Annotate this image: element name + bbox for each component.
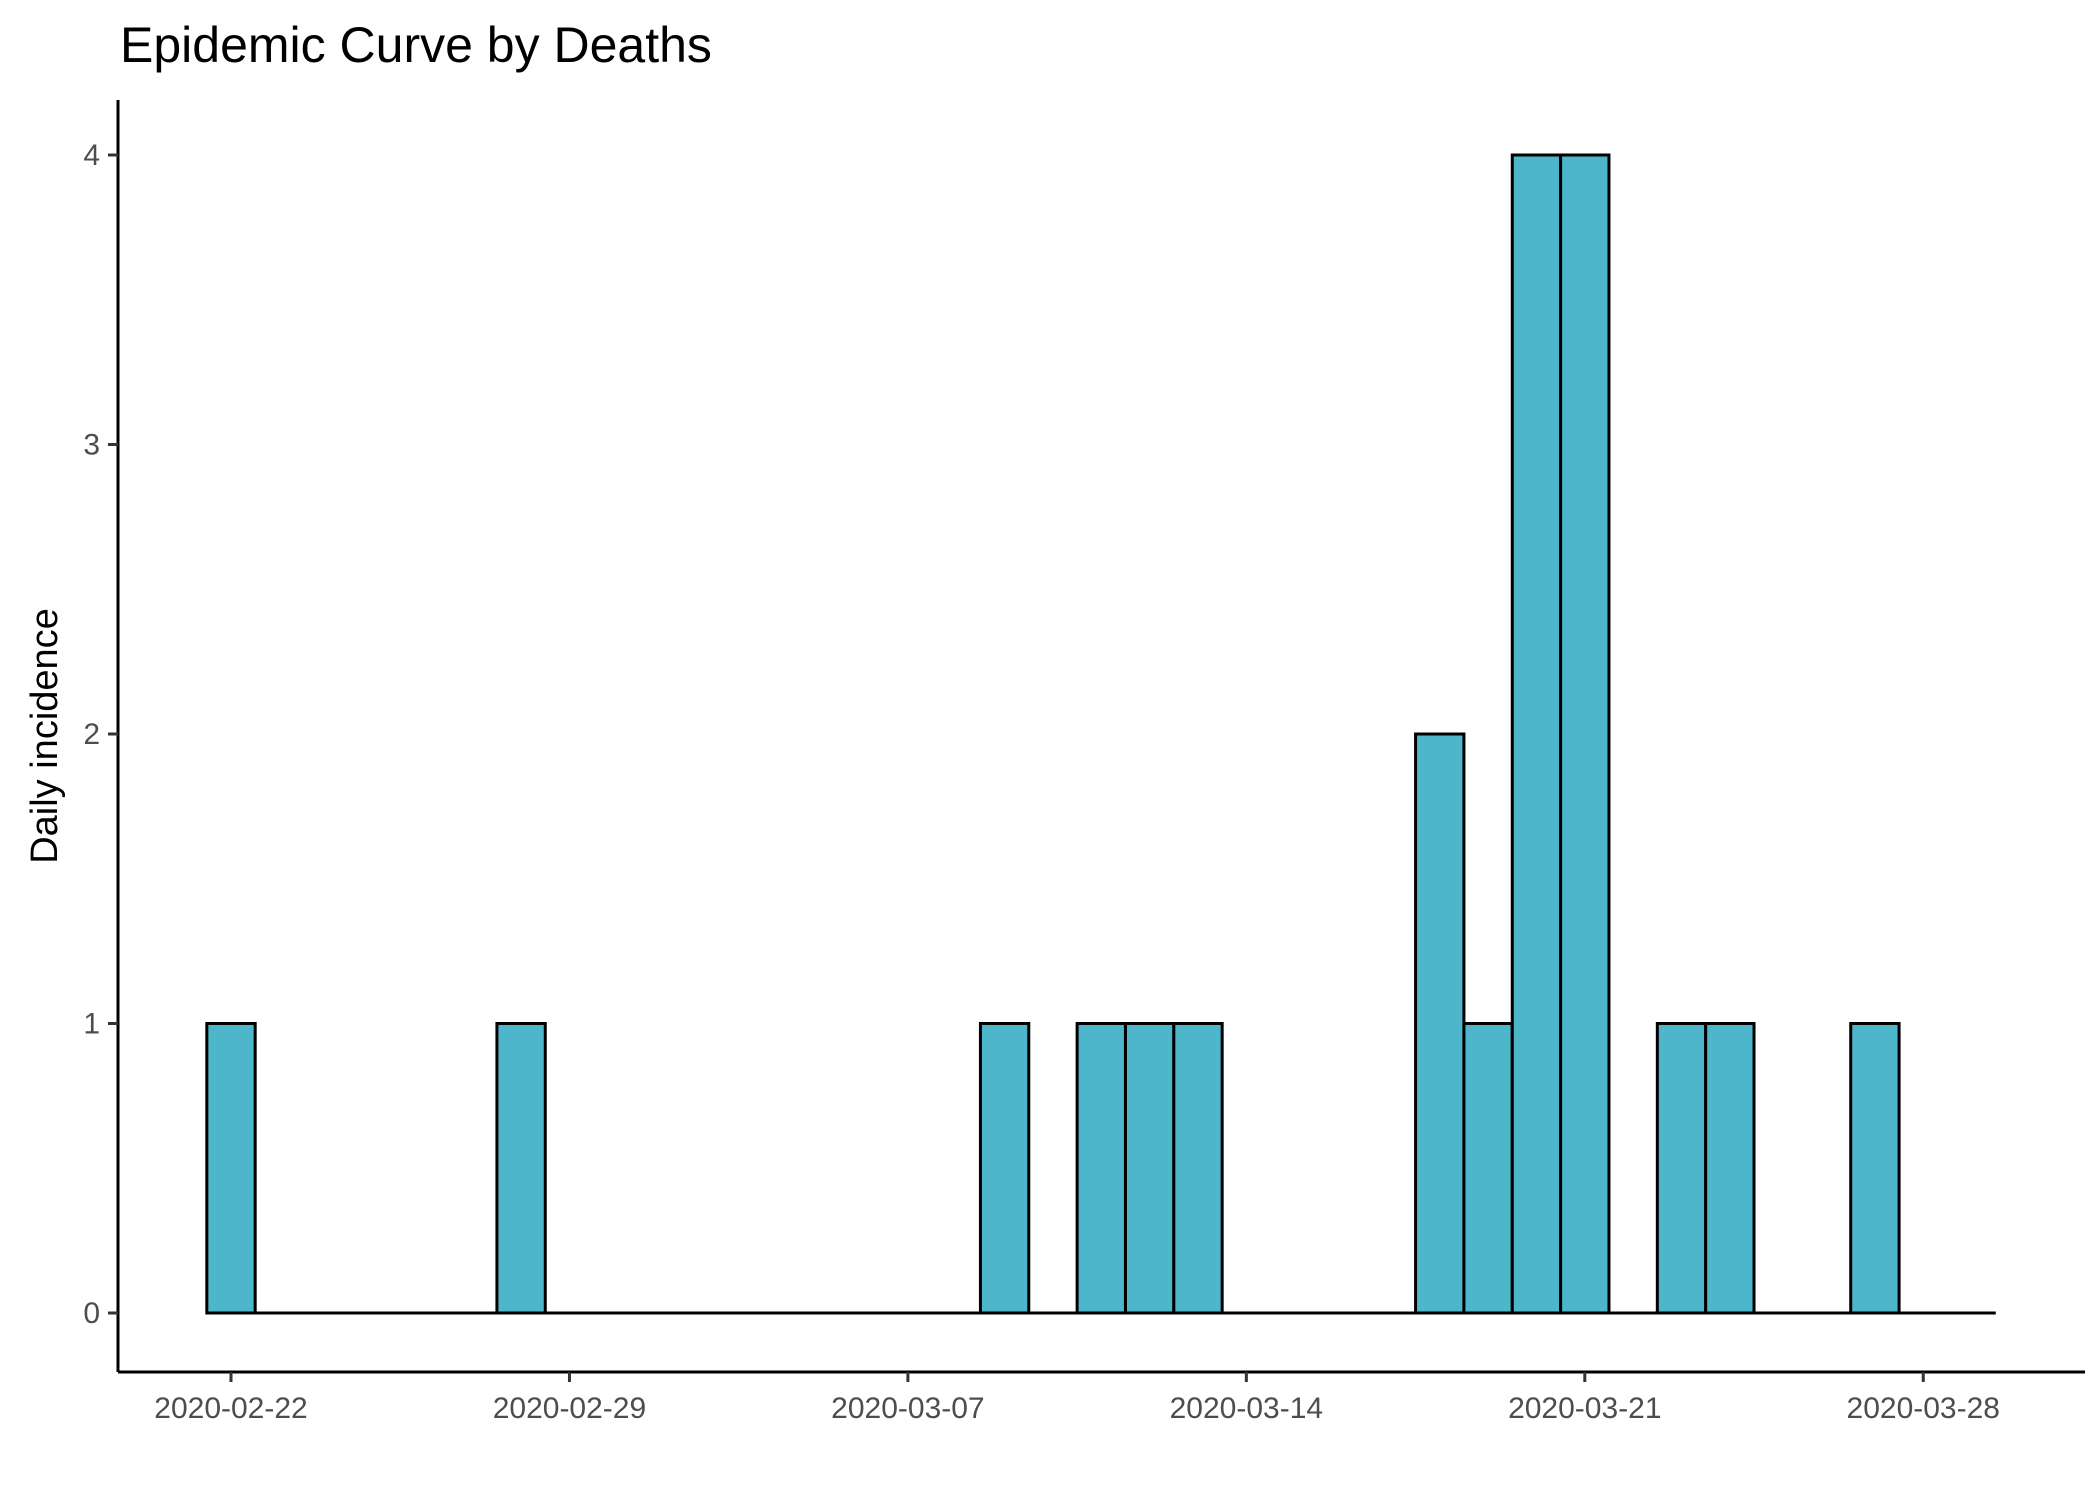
bar (1655, 1022, 1708, 1315)
y-axis-title: Daily incidence (24, 608, 66, 864)
bar (1510, 153, 1563, 1315)
bar (495, 1022, 547, 1315)
bar (1849, 1022, 1901, 1315)
bar (1123, 1022, 1176, 1315)
bar (978, 1022, 1031, 1315)
y-tick-label: 1 (83, 1008, 100, 1041)
y-tick-label: 3 (83, 429, 100, 462)
x-tick-label: 2020-03-07 (831, 1392, 984, 1425)
y-tick-label: 2 (83, 718, 100, 751)
bar (1704, 1022, 1756, 1315)
x-tick-label: 2020-02-22 (154, 1392, 307, 1425)
y-axis: 0 1 2 3 4 (83, 100, 120, 1372)
bar (1462, 1022, 1514, 1315)
chart-title: Epidemic Curve by Deaths (120, 17, 712, 73)
x-tick-label: 2020-03-14 (1170, 1392, 1323, 1425)
y-tick-label: 4 (83, 139, 100, 172)
x-tick-label: 2020-03-28 (1847, 1392, 2000, 1425)
bar (205, 1022, 257, 1315)
bars-group (205, 153, 1996, 1315)
bar (1075, 1022, 1127, 1315)
x-tick-label: 2020-02-29 (493, 1392, 646, 1425)
y-tick-label: 0 (83, 1297, 100, 1330)
x-tick-label: 2020-03-21 (1508, 1392, 1661, 1425)
bar (1414, 732, 1466, 1315)
bar (1172, 1022, 1224, 1315)
x-axis: 2020-02-22 2020-02-29 2020-03-07 2020-03-14… (118, 1370, 2085, 1425)
bar (1559, 153, 1611, 1315)
